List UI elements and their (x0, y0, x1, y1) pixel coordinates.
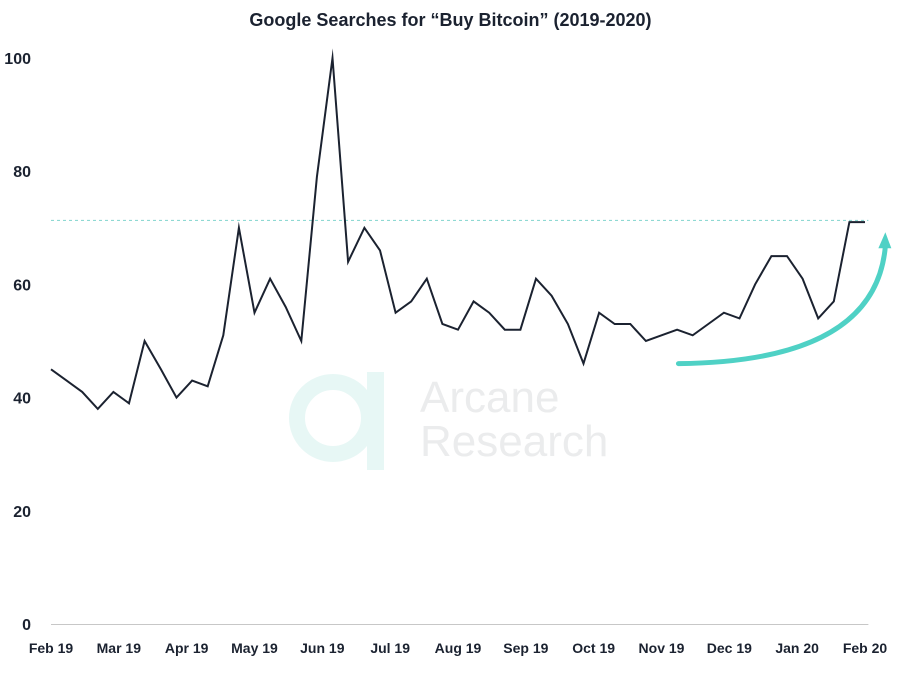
series-group (50, 48, 865, 411)
axes: 0 20 40 60 80 100 Feb 19 Mar 19 Apr 19 May 19 Jun … (4, 51, 887, 656)
watermark: Arcane Research (289, 372, 608, 470)
x-tick-label: Jul 19 (370, 640, 410, 656)
x-tick-label: Jun 19 (300, 640, 345, 656)
watermark-line2: Research (420, 417, 608, 466)
x-tick-label: Dec 19 (707, 640, 752, 656)
watermark-line1: Arcane (420, 373, 559, 422)
series-line (50, 48, 865, 411)
x-tick-label: Feb 20 (843, 640, 888, 656)
annotations (51, 219, 892, 367)
y-tick-label: 20 (13, 504, 31, 521)
x-tick-label: Mar 19 (97, 640, 142, 656)
x-tick-label: Feb 19 (29, 640, 74, 656)
y-tick-label: 0 (22, 617, 31, 634)
arcane-logo-icon (289, 372, 384, 470)
x-tick-label: Oct 19 (572, 640, 615, 656)
x-tick-label: Apr 19 (165, 640, 209, 656)
y-tick-label: 100 (4, 51, 31, 68)
y-tick-label: 40 (13, 391, 31, 408)
x-tick-label: May 19 (231, 640, 278, 656)
trend-arrow-curve (675, 243, 888, 367)
y-tick-label: 80 (13, 164, 31, 181)
y-tick-label: 60 (13, 277, 31, 294)
x-tick-label: Nov 19 (639, 640, 685, 656)
x-tick-label: Aug 19 (435, 640, 482, 656)
trend-arrow-head-icon (878, 232, 892, 249)
x-tick-label: Jan 20 (775, 640, 819, 656)
x-tick-label: Sep 19 (503, 640, 548, 656)
chart-title: Google Searches for “Buy Bitcoin” (2019-… (249, 10, 652, 30)
